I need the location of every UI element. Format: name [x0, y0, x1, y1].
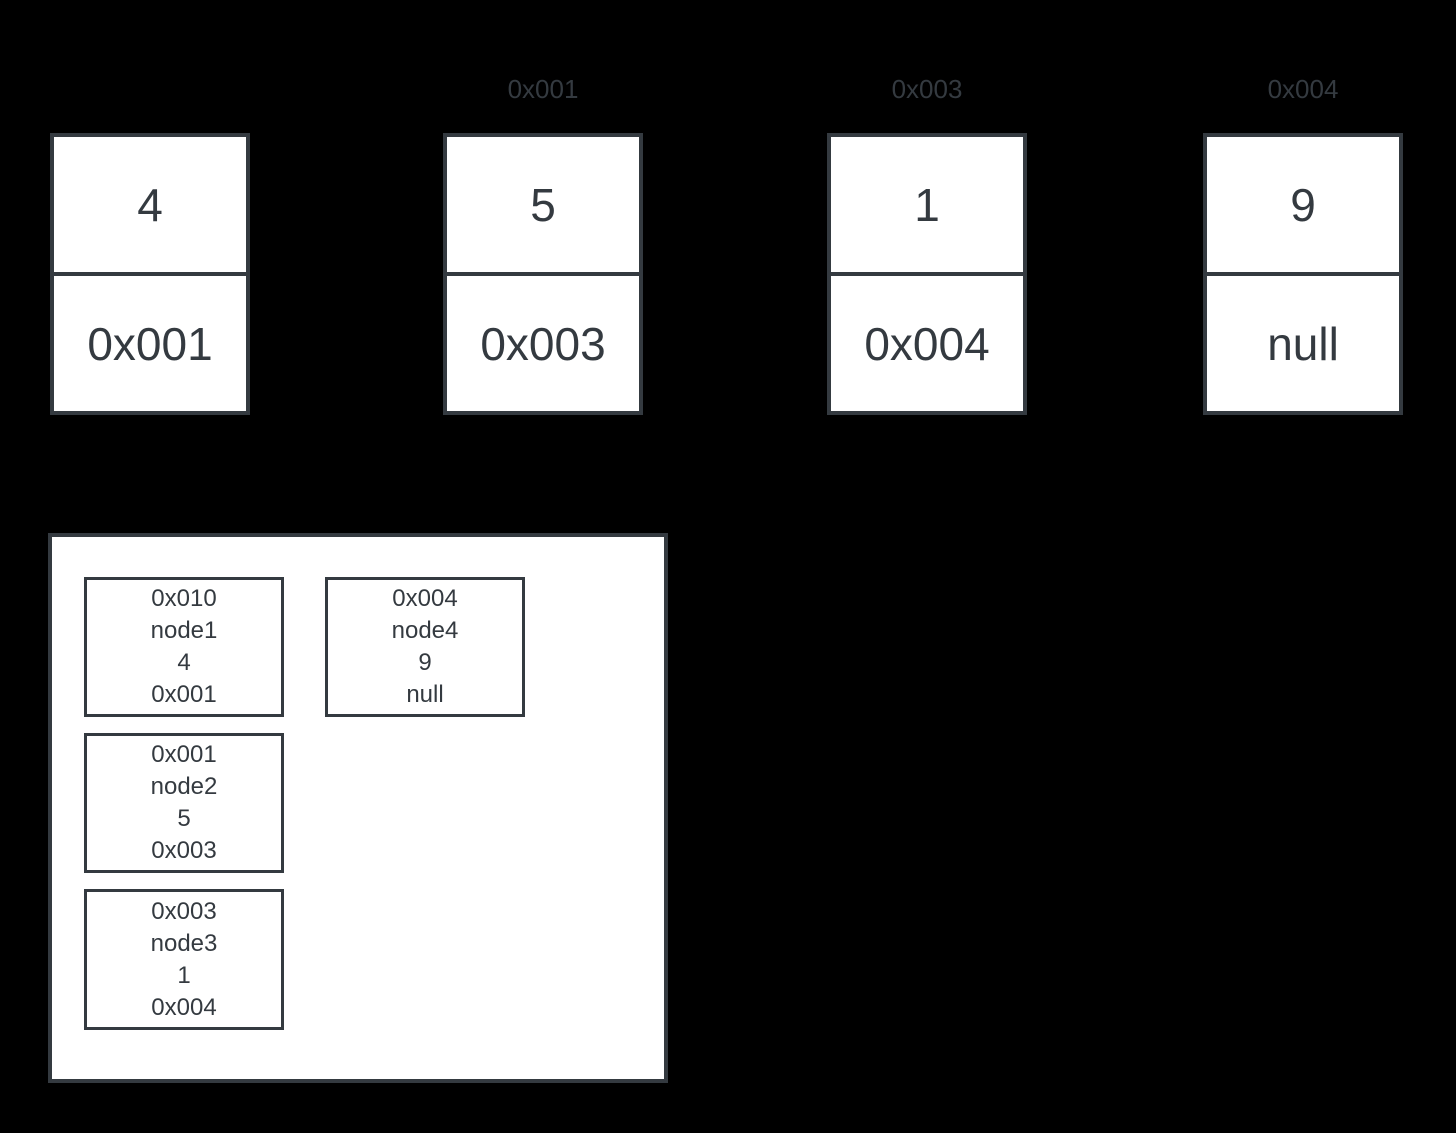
memory-cell-next: 0x003 — [151, 837, 217, 864]
node-next-pointer: 0x001 — [87, 317, 213, 370]
memory-cell-name: node3 — [150, 929, 218, 957]
node-box-4: 0x004 9 null — [1203, 74, 1403, 415]
node-box-1: 4 0x001 — [50, 133, 250, 415]
node-value: 4 — [54, 137, 246, 276]
memory-cell-address: 0x004 — [392, 585, 458, 612]
node-address-label: 0x003 — [891, 74, 963, 104]
memory-cell-address: 0x010 — [151, 585, 217, 612]
memory-cell-next: 0x004 — [151, 993, 217, 1021]
memory-cell-node3: 0x003 node3 1 0x004 — [84, 889, 284, 1030]
node-value: 5 — [447, 137, 639, 276]
memory-cell-node2: 0x001 node2 5 0x003 — [84, 733, 284, 873]
memory-cell-node4: 0x004 node4 9 null — [325, 577, 525, 717]
memory-panel: 0x010 node1 4 0x001 0x004 node4 9 null 0… — [48, 533, 668, 1083]
node-value: 1 — [831, 137, 1023, 276]
memory-cell-value: 4 — [177, 649, 191, 676]
memory-cell-name: node2 — [150, 773, 218, 800]
memory-cell-value: 5 — [177, 805, 191, 832]
memory-cell-node1: 0x010 node1 4 0x001 — [84, 577, 284, 717]
memory-cell-name: node1 — [150, 617, 218, 644]
node-box-2: 0x001 5 0x003 — [443, 74, 643, 415]
node-address-label: 0x004 — [1267, 74, 1339, 104]
node-value: 9 — [1207, 137, 1399, 276]
node-next-pointer: 0x003 — [480, 317, 606, 370]
node-next-pointer: 0x004 — [864, 317, 990, 370]
memory-cell-name: node4 — [391, 617, 459, 644]
memory-cell-next: null — [406, 681, 444, 708]
memory-cell-address: 0x001 — [151, 741, 217, 768]
node-next-pointer: null — [1267, 317, 1339, 370]
memory-cell-value: 1 — [177, 961, 191, 989]
node-address-label: 0x001 — [507, 74, 579, 104]
node-box-3: 0x003 1 0x004 — [827, 74, 1027, 415]
memory-cell-next: 0x001 — [151, 681, 217, 708]
memory-cell-value: 9 — [418, 649, 432, 676]
memory-cell-address: 0x003 — [151, 897, 217, 925]
